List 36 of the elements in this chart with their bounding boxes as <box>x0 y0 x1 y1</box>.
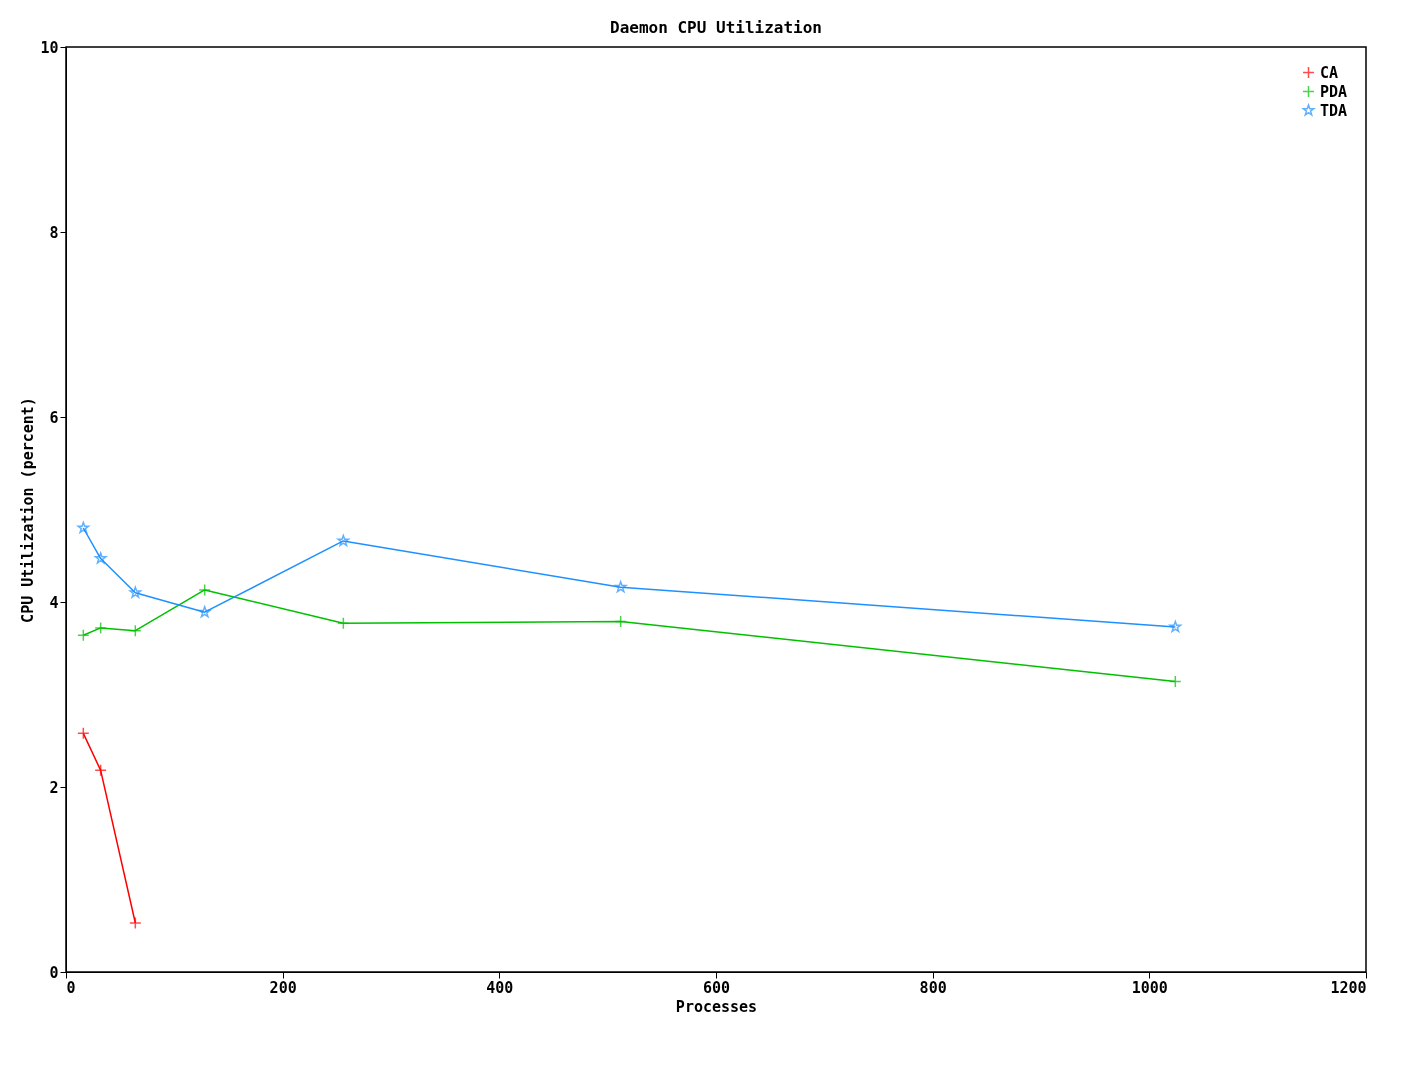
x-tick-label: 1000 <box>1131 978 1168 997</box>
y-tick-label: 4 <box>49 593 59 612</box>
point <box>337 534 350 547</box>
y-axis-title: CPU Utilization (percent) <box>19 397 38 623</box>
y-tick-label: 6 <box>49 408 59 427</box>
point <box>198 605 211 618</box>
point <box>337 617 350 630</box>
y-tick-label: 2 <box>49 778 59 797</box>
point <box>129 916 142 930</box>
y-tick-label: 0 <box>49 963 59 982</box>
point <box>129 624 142 637</box>
point <box>77 521 90 534</box>
x-tick-label: 200 <box>269 978 297 997</box>
x-tick-label: 600 <box>702 978 731 997</box>
legend-label: TDA <box>1320 101 1348 120</box>
point <box>77 629 90 642</box>
x-tick-label: 1200 <box>1330 978 1367 997</box>
point <box>614 615 627 628</box>
x-tick-label: 0 <box>66 978 76 997</box>
legend-label: PDA <box>1320 82 1348 101</box>
x-tick-label: 400 <box>486 978 514 997</box>
x-tick-label: 800 <box>919 978 947 997</box>
x-axis-title: Processes <box>675 997 758 1016</box>
y-tick-label: 10 <box>40 38 59 57</box>
y-tick-label: 8 <box>49 223 59 242</box>
legend-label: CA <box>1320 63 1339 82</box>
chart-title: Daemon CPU Utilization <box>610 18 822 37</box>
point <box>94 621 107 635</box>
point <box>198 583 211 597</box>
point <box>1169 675 1182 688</box>
point <box>94 764 107 777</box>
point <box>614 580 627 593</box>
point <box>129 586 142 598</box>
point <box>94 552 107 564</box>
point <box>1169 620 1182 633</box>
point <box>77 727 90 740</box>
